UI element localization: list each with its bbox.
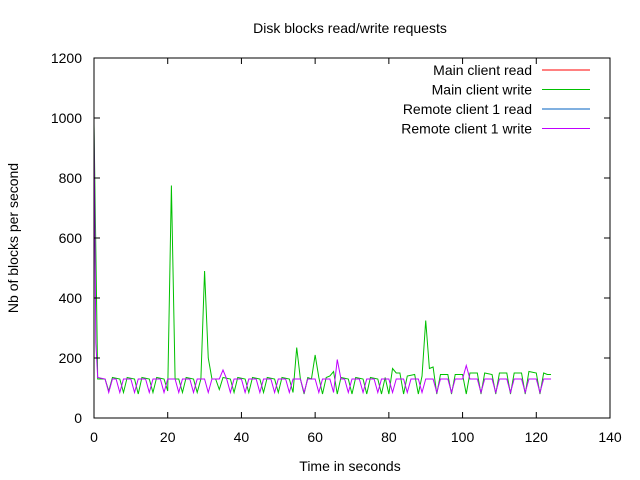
legend-label: Main client write: [432, 82, 533, 98]
y-tick-label: 800: [59, 170, 83, 186]
legend-label: Remote client 1 write: [401, 121, 532, 137]
x-tick-label: 100: [451, 429, 475, 445]
series-line-3: [93, 126, 552, 395]
y-axis: 0 200 400 600 800 1000 1200: [51, 50, 610, 426]
x-tick-label: 0: [90, 429, 98, 445]
y-tick-label: 400: [59, 290, 83, 306]
x-tick-label: 60: [307, 429, 323, 445]
legend: Main client read Main client write Remote …: [401, 62, 590, 137]
y-axis-label: Nb of blocks per second: [5, 163, 21, 313]
y-tick-label: 1200: [51, 50, 82, 66]
x-tick-label: 140: [598, 429, 622, 445]
x-tick-label: 80: [381, 429, 397, 445]
y-tick-label: 1000: [51, 110, 82, 126]
x-axis: 0 20 40 60 80 100 120 140: [90, 58, 622, 445]
x-tick-label: 20: [160, 429, 176, 445]
legend-label: Main client read: [433, 62, 532, 78]
x-axis-label: Time in seconds: [299, 458, 400, 474]
y-tick-label: 200: [59, 350, 83, 366]
chart-title: Disk blocks read/write requests: [253, 20, 447, 36]
legend-label: Remote client 1 read: [403, 101, 532, 117]
x-tick-label: 120: [525, 429, 549, 445]
y-tick-label: 600: [59, 230, 83, 246]
y-tick-label: 0: [74, 410, 82, 426]
x-tick-label: 40: [234, 429, 250, 445]
